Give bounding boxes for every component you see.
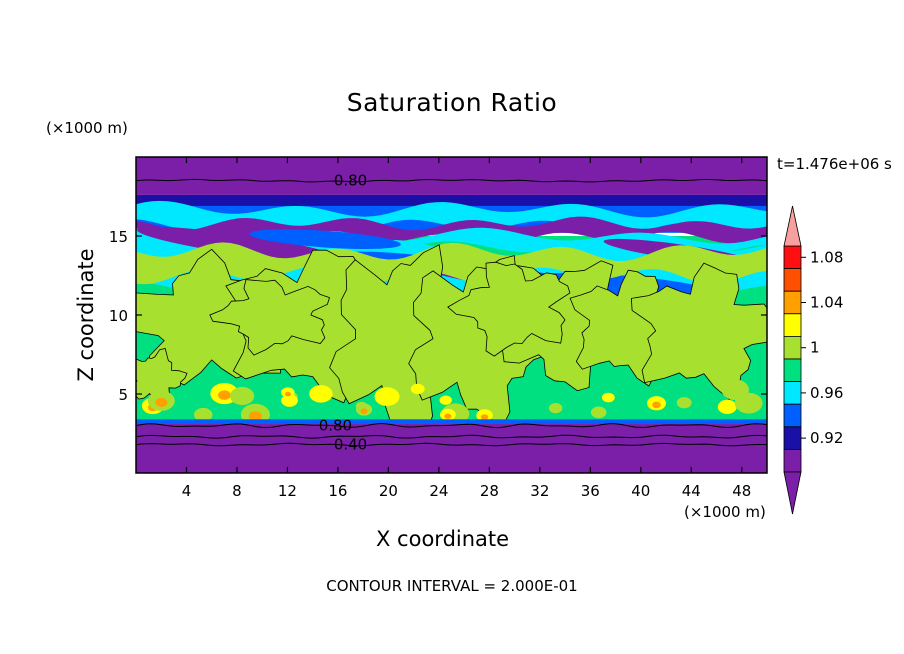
contour-interval-note: CONTOUR INTERVAL = 2.000E-01 — [326, 577, 578, 595]
colorbar-label: 0.92 — [810, 429, 843, 447]
colorbar-segment — [783, 313, 802, 337]
x-tick-label: 12 — [278, 482, 297, 500]
y-axis-unit: (×1000 m) — [46, 119, 128, 137]
colorbar-label: 0.96 — [810, 384, 843, 402]
convective-cell — [717, 399, 737, 414]
x-tick-label: 36 — [581, 482, 600, 500]
contour-label: 0.40 — [334, 436, 367, 454]
convective-cell — [230, 386, 255, 406]
colorbar-label: 1.08 — [810, 248, 843, 266]
colorbar-segment — [783, 426, 802, 450]
contour-label: 0.80 — [319, 417, 352, 435]
contour-labels: 0.800.800.40 — [319, 172, 368, 454]
y-tick-label: 15 — [109, 228, 128, 246]
convective-cell — [734, 392, 763, 414]
convective-cell — [194, 407, 213, 422]
convective-cell — [676, 397, 692, 409]
x-tick-label: 40 — [631, 482, 650, 500]
colorbar-segment — [783, 448, 802, 473]
x-tick-label: 32 — [530, 482, 549, 500]
x-tick-label: 28 — [480, 482, 499, 500]
x-tick-label: 48 — [732, 482, 751, 500]
convective-core — [444, 413, 452, 419]
x-tick-label: 20 — [379, 482, 398, 500]
y-tick-label: 5 — [118, 386, 128, 404]
y-tick-label: 10 — [109, 307, 128, 325]
cloud-region — [209, 279, 330, 356]
convective-core — [248, 411, 262, 422]
dry-streak — [136, 226, 337, 262]
colorbar-segment — [783, 381, 802, 405]
x-tick-label: 4 — [182, 482, 192, 500]
boundary-layer-fill — [136, 424, 767, 473]
convective-core — [218, 390, 231, 400]
contour-lines — [136, 178, 767, 447]
chart-title: Saturation Ratio — [346, 88, 558, 117]
colorbar-segment — [783, 245, 802, 270]
x-axis-unit: (×1000 m) — [684, 503, 766, 521]
x-tick-label: 16 — [328, 482, 347, 500]
contour-080-upper — [136, 178, 767, 183]
colorbar-segment — [783, 403, 802, 428]
x-tick-label: 24 — [429, 482, 448, 500]
cloud-region — [447, 261, 571, 357]
x-tick-label: 44 — [682, 482, 701, 500]
convective-cell — [374, 387, 400, 406]
convective-core — [652, 401, 661, 409]
surface-rim — [136, 419, 767, 425]
convective-cell — [309, 385, 333, 403]
y-axis-label: Z coordinate — [74, 248, 98, 382]
convective-cell — [590, 406, 607, 419]
saturation-field — [136, 157, 767, 473]
y-axis-ticks: 5 10 15 — [109, 228, 767, 404]
convective-cell — [548, 403, 563, 414]
convective-cell — [410, 383, 425, 395]
colorbar-bottom-arrow — [783, 471, 802, 515]
colorbar-segment — [783, 290, 802, 315]
colorbar: 0.92 0.96 1 1.04 1.08 — [783, 205, 843, 515]
colorbar-segment — [783, 358, 802, 383]
x-axis-ticks: 4 8 12 16 20 24 28 32 36 40 44 48 — [182, 157, 751, 500]
colorbar-label: 1 — [810, 339, 820, 357]
cloud-region — [329, 244, 483, 436]
convective-core — [480, 414, 489, 420]
stratosphere-fill — [136, 157, 767, 195]
contour-080-lower — [136, 423, 767, 429]
convective-core — [284, 391, 291, 397]
contour-060 — [136, 434, 767, 439]
contour-040 — [136, 442, 767, 447]
colorbar-top-arrow — [783, 205, 802, 247]
colorbar-segment — [783, 268, 802, 292]
cloud-region — [408, 255, 560, 428]
convective-cell — [439, 395, 452, 405]
convective-cell — [281, 394, 298, 407]
convective-core — [155, 397, 168, 407]
time-label: t=1.476e+06 s — [777, 155, 892, 173]
colorbar-segment — [783, 335, 802, 360]
x-tick-label: 8 — [232, 482, 242, 500]
dry-streak — [249, 229, 401, 249]
convective-cell — [601, 392, 615, 403]
convective-core — [360, 408, 368, 414]
dry-band-fill — [136, 194, 767, 206]
x-axis-label: X coordinate — [376, 527, 510, 551]
contour-label: 0.80 — [334, 172, 367, 190]
colorbar-label: 1.04 — [810, 294, 843, 312]
